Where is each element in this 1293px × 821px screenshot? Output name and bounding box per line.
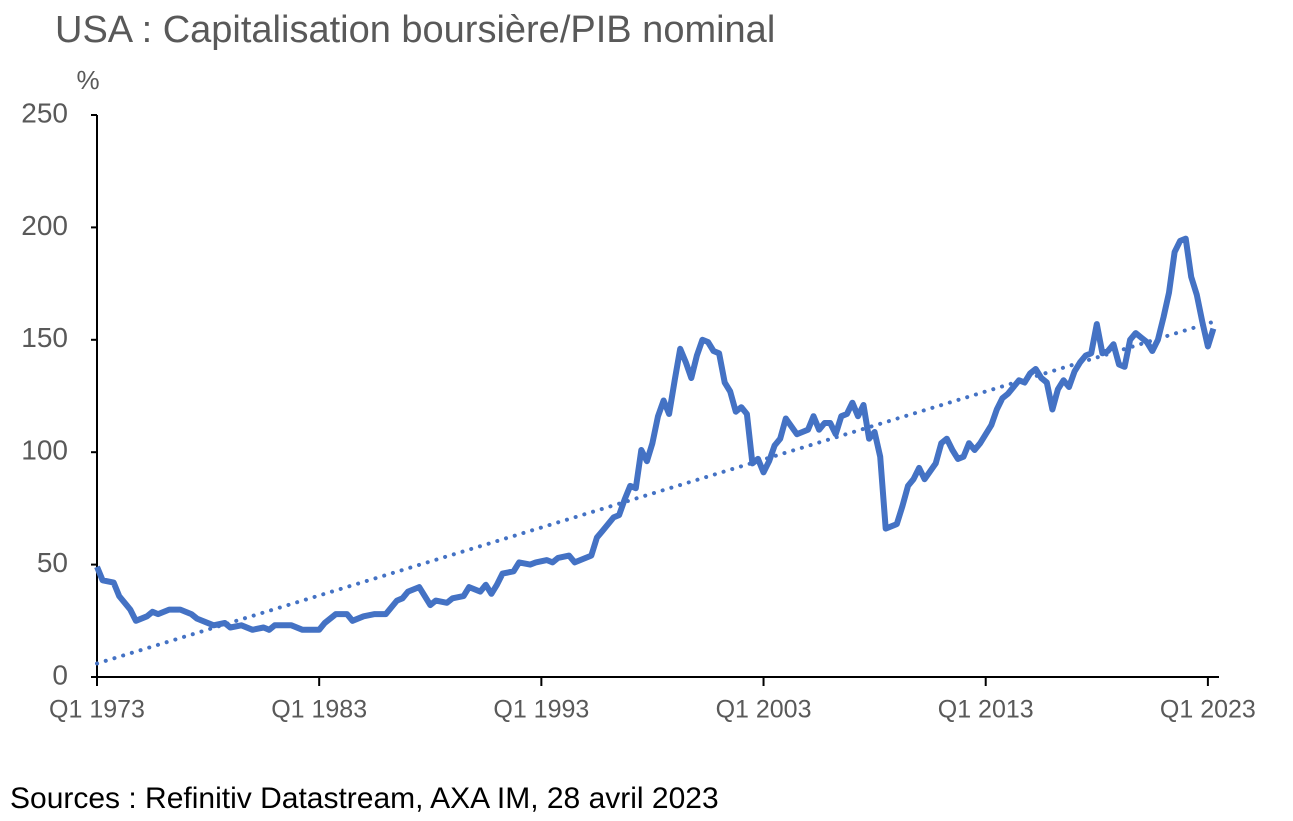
x-tick-label: Q1 2003 [716, 696, 812, 724]
trend-line [95, 319, 1216, 666]
x-tick-label: Q1 2013 [938, 696, 1034, 724]
y-tick-label: 250 [21, 97, 68, 128]
source-note: Sources : Refinitiv Datastream, AXA IM, … [10, 782, 719, 815]
y-tick-label: 150 [21, 322, 68, 353]
y-tick-label: 200 [21, 210, 68, 241]
x-tick-label: Q1 2023 [1160, 696, 1256, 724]
y-unit: % [76, 65, 99, 95]
y-tick-label: 0 [52, 659, 68, 690]
x-tick-label: Q1 1983 [271, 696, 367, 724]
data-line [94, 235, 1217, 633]
y-tick-label: 50 [37, 547, 68, 578]
y-tick-label: 100 [21, 435, 68, 466]
chart-title: USA : Capitalisation boursière/PIB nomin… [55, 9, 775, 51]
x-tick-label: Q1 1973 [49, 696, 145, 724]
x-tick-label: Q1 1993 [493, 696, 589, 724]
